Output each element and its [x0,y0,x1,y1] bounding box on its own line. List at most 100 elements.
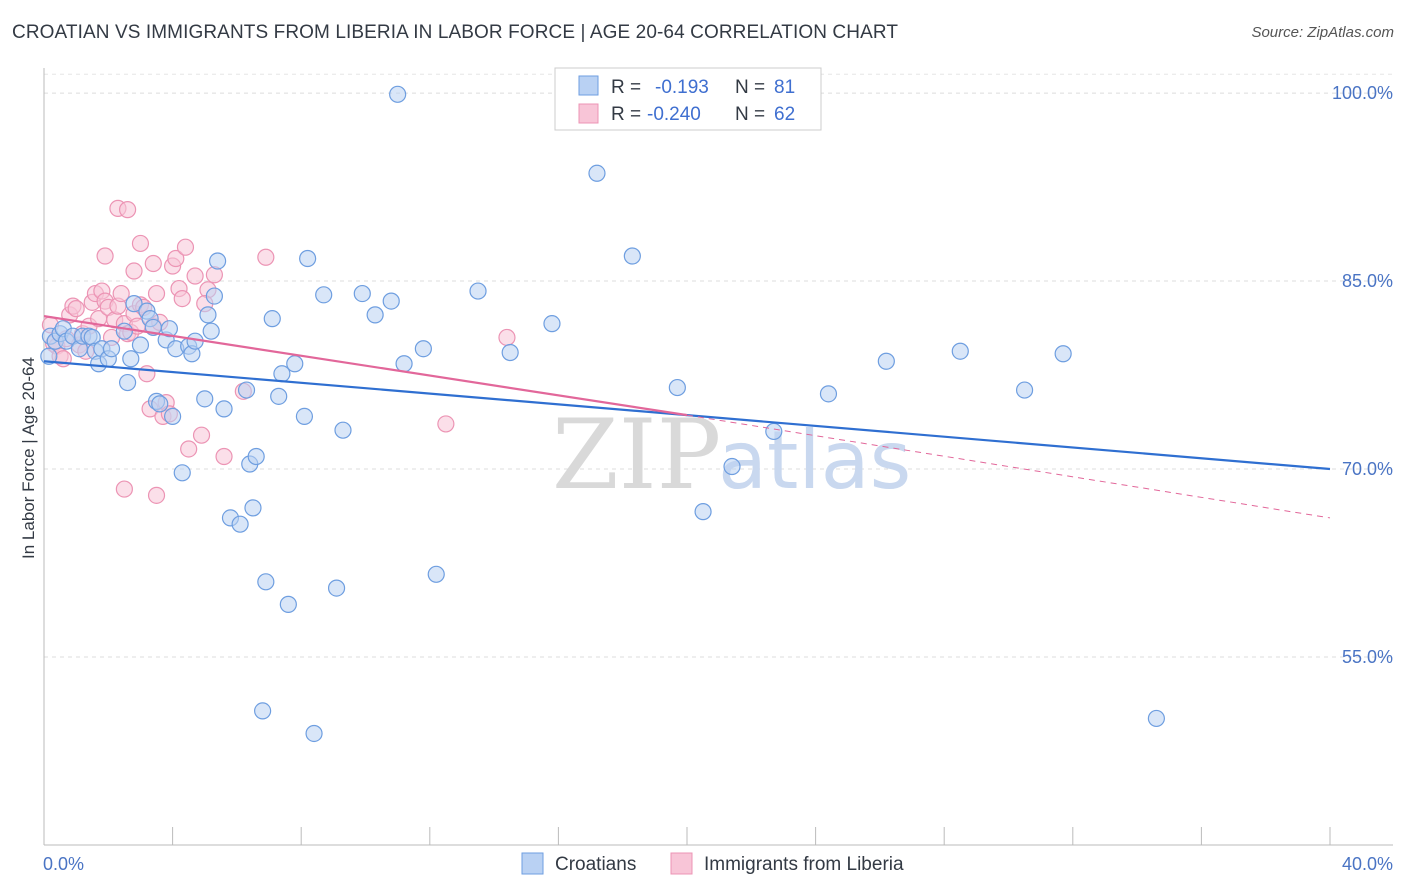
stats-n-value-liberia: 62 [774,104,795,125]
point-croatians-29 [173,464,191,482]
y-axis-label: In Labor Force | Age 20-64 [19,357,38,559]
point-liberia-50 [118,201,137,219]
point-croatians-61 [427,565,445,583]
point-croatians-58 [382,292,400,310]
point-croatians-16 [118,373,137,392]
point-croatians-56 [353,284,371,303]
axes [43,68,1393,846]
point-croatians-79 [305,724,323,743]
point-liberia-22 [112,284,130,303]
point-liberia-53 [144,254,162,273]
point-croatians-55 [334,421,352,439]
point-liberia-51 [125,262,143,280]
x-tick-labels: 0.0% 40.0% [43,854,1393,874]
point-liberia-48 [96,247,114,265]
point-croatians-68 [694,503,712,521]
point-croatians-77 [389,85,407,103]
point-croatians-44 [247,447,265,466]
y-tick-label-0: 55.0% [1342,647,1393,667]
x-tick-max: 40.0% [1342,854,1393,874]
point-croatians-75 [1054,345,1072,363]
point-croatians-67 [668,378,686,397]
source-label: Source: ZipAtlas.com [1251,24,1394,41]
point-croatians-78 [254,702,272,720]
point-croatians-51 [295,407,314,425]
trend-liberia-extension [686,414,1331,519]
point-croatians-66 [623,247,641,265]
watermark-atlas: atlas [718,414,911,507]
x-tick-min: 0.0% [43,854,84,874]
point-croatians-43 [244,499,262,517]
point-croatians-17 [122,350,140,368]
point-croatians-69 [723,457,741,476]
watermark: ZIP atlas [552,399,911,511]
point-croatians-70 [765,422,783,441]
stats-r-label-liberia: R = [611,104,641,125]
point-croatians-49 [279,595,297,613]
y-tick-label-3: 100.0% [1332,83,1393,103]
stats-n-label-croatians: N = [735,77,765,98]
watermark-zip: ZIP [552,399,721,511]
point-liberia-33 [147,284,166,303]
legend-label-liberia: Immigrants from Liberia [704,854,904,875]
point-liberia-44 [192,426,211,444]
stats-legend-box [554,67,822,131]
legend-swatch-croatians [521,852,544,875]
stats-n-value-croatians: 81 [774,77,795,98]
point-liberia-8 [67,300,85,318]
legend-swatch-liberia [670,852,693,875]
point-liberia-43 [186,267,204,285]
point-croatians-54 [327,579,346,597]
point-liberia-41 [173,289,191,308]
point-croatians-52 [299,249,317,268]
trend-liberia [43,315,688,417]
point-liberia-47 [215,447,233,466]
point-croatians-71 [819,385,838,403]
y-tick-label-1: 70.0% [1342,459,1393,479]
point-croatians-36 [205,287,223,305]
stats-n-label-liberia: N = [735,104,765,125]
point-croatians-18 [125,295,143,313]
stats-r-label-croatians: R = [611,77,641,98]
point-liberia-39 [167,249,185,268]
trend-lines [43,315,1331,519]
point-croatians-19 [131,336,150,354]
point-croatians-45 [257,573,275,591]
stats-r-value-liberia: -0.240 [647,104,701,125]
chart-title: CROATIAN VS IMMIGRANTS FROM LIBERIA IN L… [12,22,899,43]
point-croatians-33 [196,390,214,408]
point-liberia-30 [138,365,156,383]
stats-r-value-croatians: -0.193 [655,77,709,98]
point-liberia-59 [257,248,275,266]
point-croatians-57 [366,306,384,324]
point-croatians-26 [160,320,178,338]
point-croatians-47 [270,387,288,405]
point-croatians-35 [202,322,220,340]
point-liberia-60 [498,328,516,347]
stats-legend: R = -0.193 N = 81 R = -0.240 N = 62 [554,67,822,131]
point-croatians-37 [209,252,227,270]
point-liberia-56 [176,238,195,256]
point-croatians-76 [1147,709,1165,728]
point-croatians-59 [395,355,413,373]
point-croatians-40 [231,515,249,533]
grid [44,73,1393,658]
series-legend: Croatians Immigrants from Liberia [521,852,904,875]
point-liberia-55 [147,486,166,504]
point-croatians-74 [1015,381,1034,399]
stats-legend-swatch-croatians [578,75,599,96]
stats-legend-swatch-liberia [578,103,599,124]
point-croatians-14 [102,340,121,358]
point-croatians-53 [315,286,333,304]
point-croatians-50 [286,355,304,373]
point-liberia-52 [131,234,150,253]
point-croatians-24 [151,395,169,413]
point-croatians-64 [543,315,561,333]
y-tick-labels: 55.0% 70.0% 85.0% 100.0% [1332,83,1393,667]
point-croatians-72 [877,352,895,370]
points-croatians [40,85,1165,743]
y-tick-label-2: 85.0% [1342,271,1393,291]
point-croatians-46 [263,310,281,328]
point-croatians-15 [115,322,133,340]
